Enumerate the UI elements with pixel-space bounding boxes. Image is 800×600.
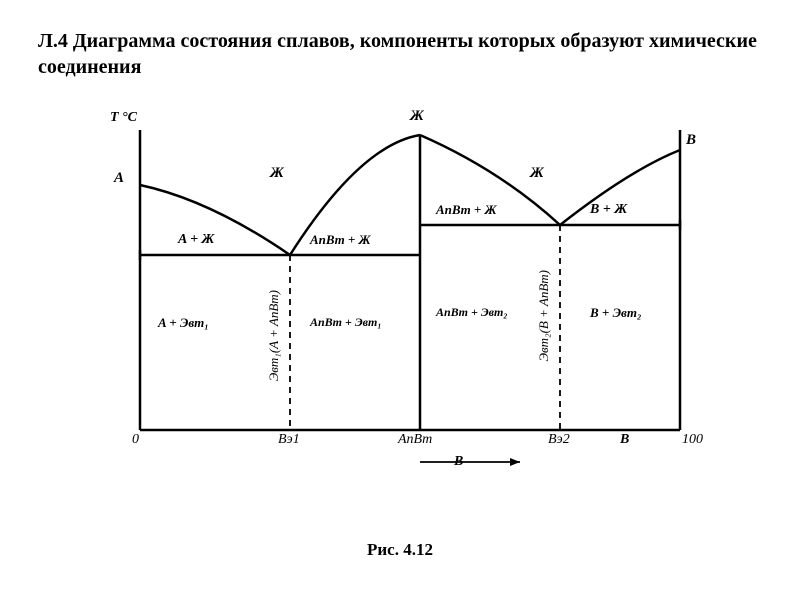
x-origin: 0 (132, 432, 139, 448)
region-AnBm-Zh-right: AnBm + Ж (436, 202, 497, 218)
region-AnBm-Evt1: AnBm + Эвт₁ (310, 315, 382, 330)
phase-diagram: T °C A B Ж Ж Ж A + Ж AnBm + Ж AnBm + Ж B… (100, 110, 700, 490)
x-100: 100 (682, 432, 703, 448)
region-B-Zh: B + Ж (590, 202, 627, 218)
x-e2: Bэ2 (548, 432, 570, 448)
region-A-Zh: A + Ж (178, 232, 214, 248)
region-AnBm-Evt2: AnBm + Эвт₂ (436, 305, 508, 320)
point-B: B (686, 132, 696, 149)
figure-caption: Рис. 4.12 (0, 540, 800, 560)
zh-top: Ж (410, 108, 424, 125)
region-A-Evt1: A + Эвт₁ (158, 315, 209, 331)
page-title: Л.4 Диаграмма состояния сплавов, компоне… (38, 28, 758, 80)
point-A: A (114, 170, 124, 187)
v-label-e2: Эвт₂(B + AnBm) (536, 270, 552, 361)
zh-left: Ж (270, 165, 284, 182)
region-B-Evt2: B + Эвт₂ (590, 305, 642, 321)
y-axis-label: T °C (110, 110, 137, 126)
zh-right: Ж (530, 165, 544, 182)
x-b: B (620, 432, 629, 448)
x-e1: Bэ1 (278, 432, 300, 448)
x-arrow-label: B (454, 454, 463, 470)
v-label-e1: Эвт₁(A + AnBm) (266, 290, 282, 381)
x-compound: AnBm (398, 432, 432, 448)
region-AnBm-Zh-left: AnBm + Ж (310, 232, 371, 248)
